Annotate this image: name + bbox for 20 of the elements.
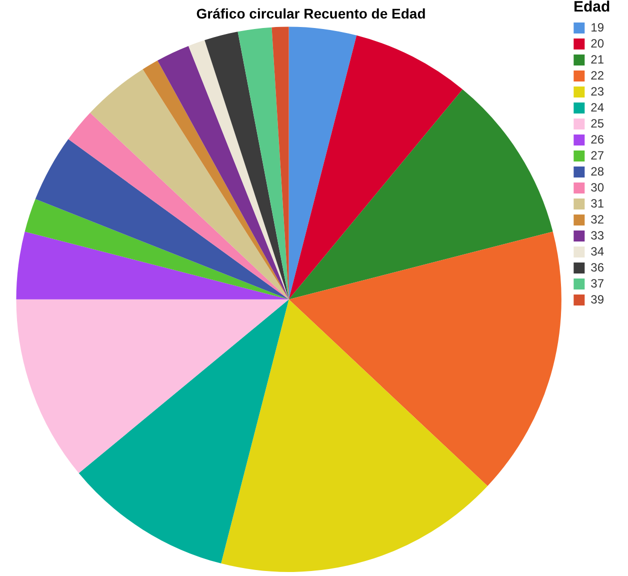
legend-label: 32 [590, 212, 604, 226]
legend-label: 22 [590, 68, 604, 82]
legend-label: 36 [590, 260, 604, 274]
chart-title: Gráfico circular Recuento de Edad [196, 5, 426, 22]
legend-label: 19 [590, 20, 604, 34]
legend-label: 33 [590, 228, 604, 242]
legend-label: 26 [590, 132, 604, 146]
legend-label: 39 [590, 292, 604, 306]
legend-title: Edad [573, 0, 610, 16]
legend-label: 20 [590, 36, 604, 50]
legend-label: 28 [590, 164, 604, 178]
legend-label: 27 [590, 148, 604, 162]
legend-label: 34 [590, 244, 604, 258]
legend-label: 21 [590, 52, 604, 66]
legend-label: 31 [590, 196, 604, 210]
legend-label: 37 [590, 276, 604, 290]
legend-label: 25 [590, 116, 604, 130]
legend-label: 24 [590, 100, 604, 114]
legend-label: 23 [590, 84, 604, 98]
legend-label: 30 [590, 180, 604, 194]
